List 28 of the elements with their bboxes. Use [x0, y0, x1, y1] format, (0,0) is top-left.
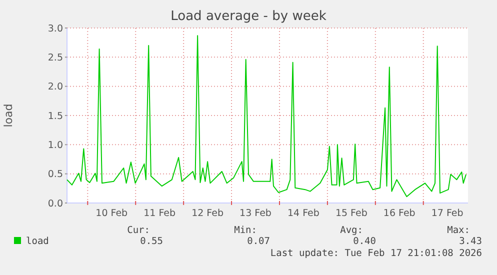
line-series	[66, 35, 466, 198]
text: Cur:	[127, 225, 150, 236]
text: Max:	[447, 225, 470, 236]
x-tick-label: 15 Feb	[335, 208, 368, 219]
legend-label: load	[26, 236, 49, 247]
x-tick-label: 11 Feb	[144, 208, 176, 219]
text: Min:	[234, 225, 257, 236]
text: 0.07	[247, 236, 270, 247]
x-tick-label: 10 Feb	[96, 208, 128, 219]
y-tick-label: 3.0	[48, 23, 63, 34]
y-tick-label: 1.0	[48, 140, 63, 151]
y-tick-label: 2.5	[48, 52, 63, 64]
y-tick-label: 1.5	[48, 110, 63, 122]
chart-title: Load average - by week	[170, 9, 327, 24]
x-tick-label: 14 Feb	[288, 208, 320, 219]
x-tick-label: 17 Feb	[431, 208, 464, 219]
x-tick-label: 13 Feb	[240, 208, 272, 219]
x-tick-label: 12 Feb	[192, 208, 224, 219]
text: Last update: Tue Feb 17 21:01:08 2026	[270, 248, 482, 259]
text: 0.40	[353, 236, 376, 247]
x-tick-label: 16 Feb	[383, 208, 416, 219]
y-tick-label: 0.0	[48, 198, 63, 210]
y-tick-label: 2.0	[48, 82, 63, 93]
y-tick-label: 0.5	[48, 169, 63, 180]
y-axis-title: load	[2, 104, 15, 128]
text: 0.55	[140, 236, 163, 247]
text: 3.43	[459, 236, 482, 247]
text: Avg:	[340, 225, 363, 236]
